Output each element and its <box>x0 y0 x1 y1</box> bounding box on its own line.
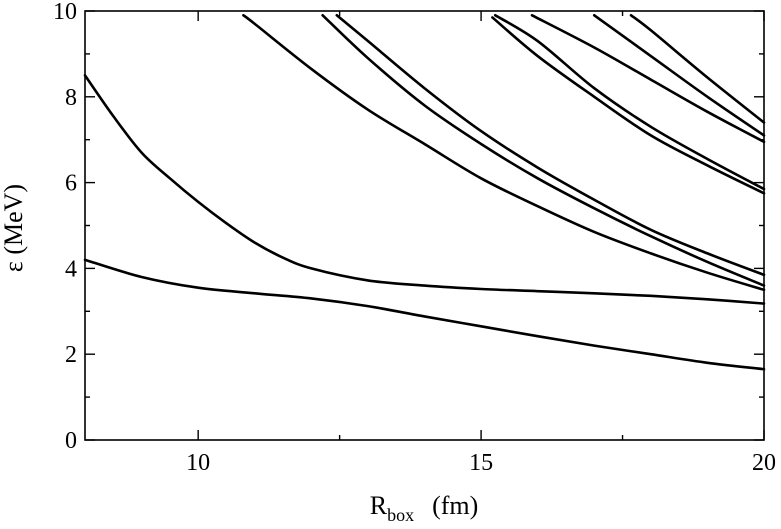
series-line-9 <box>592 13 766 137</box>
y-axis-title: ε (MeV) <box>0 184 28 272</box>
series-line-3 <box>242 13 766 292</box>
plot-frame <box>84 10 765 441</box>
y-tick-label: 6 <box>65 171 77 197</box>
series-line-1 <box>83 258 766 371</box>
series-line-2 <box>83 74 766 305</box>
series-line-8 <box>530 13 766 144</box>
x-tick-label: 15 <box>469 450 493 476</box>
axis-ticks <box>85 10 765 441</box>
x-axis-title-unit: (fm) <box>432 491 478 520</box>
tick-labels: 10 15 20 0 2 4 6 8 10 <box>53 0 776 476</box>
plot-area <box>84 10 765 441</box>
x-tick-label: 20 <box>752 450 776 476</box>
series-curves <box>83 13 766 371</box>
y-tick-label: 0 <box>65 428 77 454</box>
series-line-7 <box>493 13 766 191</box>
y-tick-label: 2 <box>65 342 77 368</box>
x-axis-title-sub: box <box>387 505 414 525</box>
y-tick-label: 10 <box>53 0 77 25</box>
series-line-10 <box>629 13 766 124</box>
series-line-4 <box>321 13 766 287</box>
x-axis-title-main: R <box>370 491 388 520</box>
series-line-6 <box>491 16 766 195</box>
x-axis-title: Rbox (fm) <box>370 491 479 525</box>
y-tick-label: 8 <box>65 85 77 111</box>
series-line-5 <box>335 13 766 277</box>
y-tick-label: 4 <box>65 256 77 282</box>
x-tick-label: 10 <box>186 450 210 476</box>
